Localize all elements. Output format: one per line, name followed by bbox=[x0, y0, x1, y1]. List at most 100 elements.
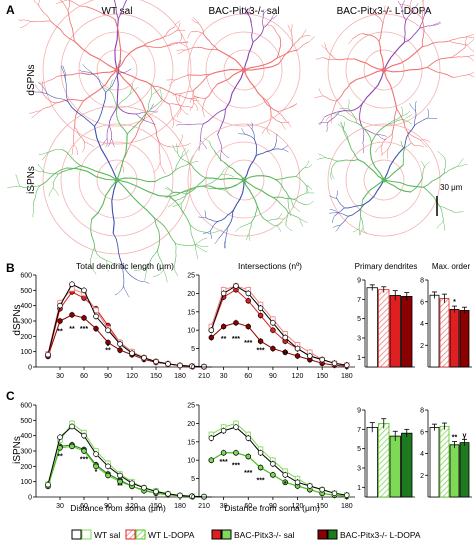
dendrite bbox=[444, 166, 458, 173]
dendrite bbox=[418, 0, 423, 2]
series-line bbox=[211, 290, 346, 366]
dendrite bbox=[187, 124, 204, 125]
dendrite bbox=[343, 130, 348, 142]
dendrite bbox=[244, 42, 253, 70]
dendrite bbox=[214, 150, 224, 162]
significance-mark: ** bbox=[117, 483, 123, 490]
dendrite bbox=[267, 221, 277, 226]
dendrite bbox=[337, 198, 345, 208]
dendrite bbox=[306, 201, 313, 205]
significance-mark: ** bbox=[452, 435, 458, 442]
dendrite bbox=[349, 38, 354, 43]
dendrite bbox=[155, 218, 176, 243]
data-point bbox=[258, 465, 263, 470]
y-tick-label: 500 bbox=[20, 418, 32, 425]
dendrite bbox=[437, 221, 443, 228]
dendrite bbox=[221, 174, 234, 177]
bar bbox=[379, 424, 390, 497]
dendrite bbox=[336, 84, 350, 102]
title-intersections: Intersections (nº) bbox=[238, 261, 302, 271]
dendrite bbox=[316, 58, 323, 59]
dendrite bbox=[294, 193, 306, 199]
x-tick-label: 120 bbox=[126, 503, 138, 510]
data-point bbox=[270, 461, 275, 466]
y-tick-label: 7 bbox=[357, 297, 361, 304]
x-tick-label: 150 bbox=[316, 373, 328, 380]
dendrite bbox=[209, 180, 244, 188]
y-tick-label: 1 bbox=[357, 485, 361, 492]
x-tick-label: 30 bbox=[220, 373, 228, 380]
dendrite bbox=[465, 37, 467, 47]
data-point bbox=[118, 348, 123, 353]
dendrite bbox=[55, 0, 68, 10]
neuron-cell bbox=[167, 7, 315, 162]
soma bbox=[242, 68, 247, 73]
dendrite bbox=[355, 59, 385, 70]
panel-a-col-pitx-sal: BAC-Pitx3-/- sal bbox=[208, 6, 279, 17]
neuron-cell bbox=[165, 123, 314, 249]
dendrite bbox=[404, 28, 420, 42]
dendrite bbox=[377, 135, 385, 140]
bar bbox=[460, 310, 469, 367]
data-point bbox=[82, 449, 87, 454]
dendrite bbox=[197, 47, 218, 50]
significance-mark: γ bbox=[463, 432, 467, 439]
data-point bbox=[209, 328, 214, 333]
dendrite bbox=[170, 197, 190, 225]
significance-mark: *** bbox=[256, 477, 264, 484]
dendrite bbox=[244, 64, 279, 70]
dendrite bbox=[320, 117, 325, 125]
significance-mark: *** bbox=[80, 457, 88, 464]
data-point bbox=[154, 359, 159, 364]
dendrite bbox=[180, 34, 182, 42]
dendrite bbox=[276, 134, 277, 141]
data-point bbox=[46, 482, 51, 487]
dendrite bbox=[290, 104, 297, 108]
dendrite bbox=[217, 70, 244, 84]
dendrite bbox=[218, 135, 222, 151]
dendrite bbox=[143, 37, 164, 46]
dendrite bbox=[353, 229, 359, 233]
data-point bbox=[70, 424, 75, 429]
x-tick-label: 210 bbox=[198, 373, 210, 380]
y-tick-label: 4 bbox=[420, 451, 424, 458]
data-point bbox=[106, 473, 111, 478]
dendrite bbox=[190, 103, 194, 110]
dendrite bbox=[306, 185, 308, 193]
data-point bbox=[234, 425, 239, 430]
data-point bbox=[70, 312, 75, 317]
data-point bbox=[58, 303, 63, 308]
y-tick-label: 5 bbox=[191, 346, 195, 353]
data-point bbox=[209, 335, 214, 340]
significance-mark: *** bbox=[256, 347, 264, 354]
dendrite bbox=[200, 124, 203, 140]
significance-mark: *** bbox=[232, 336, 240, 343]
dendrite bbox=[263, 25, 271, 26]
bar bbox=[367, 427, 378, 497]
dendrite bbox=[175, 244, 176, 264]
dendrite bbox=[83, 65, 93, 75]
series-line bbox=[211, 453, 346, 497]
dendrite bbox=[169, 104, 173, 118]
y-tick-label: 25 bbox=[187, 273, 195, 280]
dendrite bbox=[403, 150, 404, 165]
significance-mark: ** bbox=[105, 347, 111, 354]
x-tick-label: 60 bbox=[244, 503, 252, 510]
dendrite bbox=[384, 42, 404, 70]
series-line bbox=[48, 423, 204, 496]
dendrite bbox=[244, 176, 276, 180]
data-point bbox=[130, 481, 135, 486]
dendrite bbox=[153, 163, 160, 173]
dendrite bbox=[414, 146, 424, 148]
dendrite bbox=[319, 122, 329, 123]
data-point bbox=[178, 493, 183, 498]
data-point bbox=[234, 450, 239, 455]
data-point bbox=[94, 326, 99, 331]
y-tick-label: 300 bbox=[20, 319, 32, 326]
series-line bbox=[48, 427, 204, 497]
data-point bbox=[258, 339, 263, 344]
dendrite bbox=[227, 210, 234, 229]
data-point bbox=[70, 444, 75, 449]
dendrite bbox=[68, 0, 86, 7]
